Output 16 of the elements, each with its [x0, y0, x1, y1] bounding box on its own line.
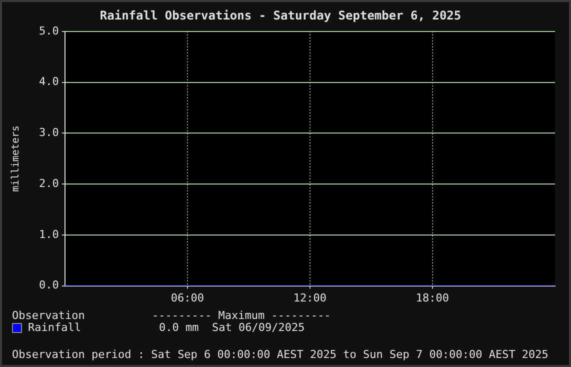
x-tick-label: 12:00 [293, 291, 326, 304]
y-tick-label: 5.0 [38, 24, 59, 38]
x-tick-label: 06:00 [170, 291, 204, 304]
text: --------- Maximum --------- [152, 309, 331, 322]
y-tick-label: 2.0 [38, 176, 59, 190]
y-tick-label: 1.0 [38, 228, 59, 241]
x-tick-label: 18:00 [416, 291, 450, 304]
y-tick-label: 0.0 [38, 278, 59, 292]
y-tick-label: 3.0 [38, 126, 59, 140]
text: 0.0 mm Sat 06/09/2025 [159, 321, 305, 334]
text: Observation [12, 309, 85, 322]
legend-label: Rainfall [28, 321, 81, 334]
text: Observation period : Sat Sep 6 00:00:00 AEST 2025 to Sun Sep 7 00:00:00 AEST 2025 [12, 348, 548, 361]
chart-title: Rainfall Observations - Saturday September 6, 2025 [100, 8, 462, 22]
y-axis-title: millimeters [10, 125, 22, 192]
y-tick-label: 4.0 [38, 75, 59, 88]
